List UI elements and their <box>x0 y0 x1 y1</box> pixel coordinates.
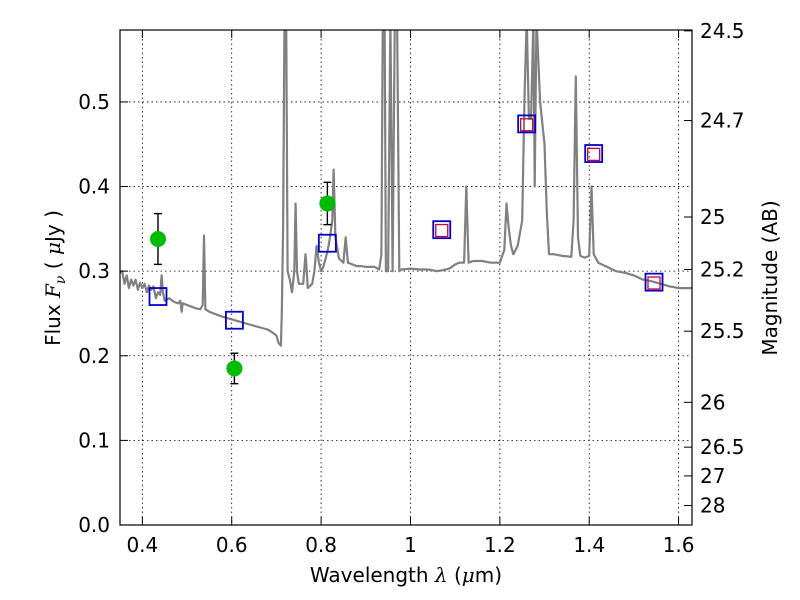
y2-tick-label: 27 <box>700 464 725 488</box>
tick-labels: 0.4 0.6 0.8 1 1.2 1.4 1.6 0.0 0.1 0.2 0.3 0.4 0.5 24.… <box>78 19 744 557</box>
plot-clip-group <box>120 30 692 385</box>
y-tick-label: 0.4 <box>78 175 110 199</box>
x-tick-label: 1 <box>404 533 417 557</box>
observed-point <box>149 231 166 247</box>
model-point-blue <box>517 114 537 134</box>
model-point-blue <box>317 233 337 253</box>
frame-rect <box>119 29 693 526</box>
x-tick-label: 0.4 <box>126 533 158 557</box>
y-tick-label: 0.1 <box>78 428 110 452</box>
model-point-blue <box>644 272 664 292</box>
x-tick-label: 0.6 <box>216 533 248 557</box>
observed-point <box>226 360 243 377</box>
x-tick-label: 1.6 <box>663 533 695 557</box>
y-tick-label: 0.0 <box>78 513 110 537</box>
y2-tick-label: 24.7 <box>700 109 745 133</box>
y-tick-label: 0.2 <box>78 344 110 368</box>
y2-tick-label: 25 <box>700 205 725 229</box>
model-point-blue <box>224 310 244 330</box>
y2-axis-title: Magnitude (AB) <box>758 200 782 355</box>
spectrum-line <box>120 30 692 347</box>
grid <box>120 30 692 525</box>
model-point-blue <box>432 220 452 240</box>
model-point-blue <box>148 287 168 306</box>
x-tick-label: 1.2 <box>484 533 516 557</box>
y-tick-label: 0.5 <box>78 90 110 114</box>
x-tick-label: 0.8 <box>305 533 337 557</box>
observed-point <box>319 195 336 212</box>
model-point-red <box>587 147 601 162</box>
axes-frame <box>119 29 693 526</box>
model-point-red <box>435 223 449 238</box>
model-point-red <box>647 276 661 290</box>
y-axis-title: Flux Fν ( μJy ) <box>41 210 69 346</box>
y2-tick-label: 28 <box>700 494 725 518</box>
y2-tick-label: 25.2 <box>700 257 745 281</box>
model-point-blue <box>584 144 604 163</box>
y-tick-label: 0.3 <box>78 259 110 283</box>
y2-tick-label: 24.5 <box>700 19 745 43</box>
ticks <box>120 30 692 526</box>
y2-tick-label: 25.5 <box>700 319 745 343</box>
plot-area <box>120 30 692 385</box>
x-axis-title: Wavelength λ (μm) <box>310 563 502 587</box>
y2-tick-label: 26 <box>700 390 725 414</box>
model-point-red <box>520 118 534 132</box>
y2-tick-label: 26.5 <box>700 435 745 459</box>
x-tick-label: 1.4 <box>573 533 605 557</box>
